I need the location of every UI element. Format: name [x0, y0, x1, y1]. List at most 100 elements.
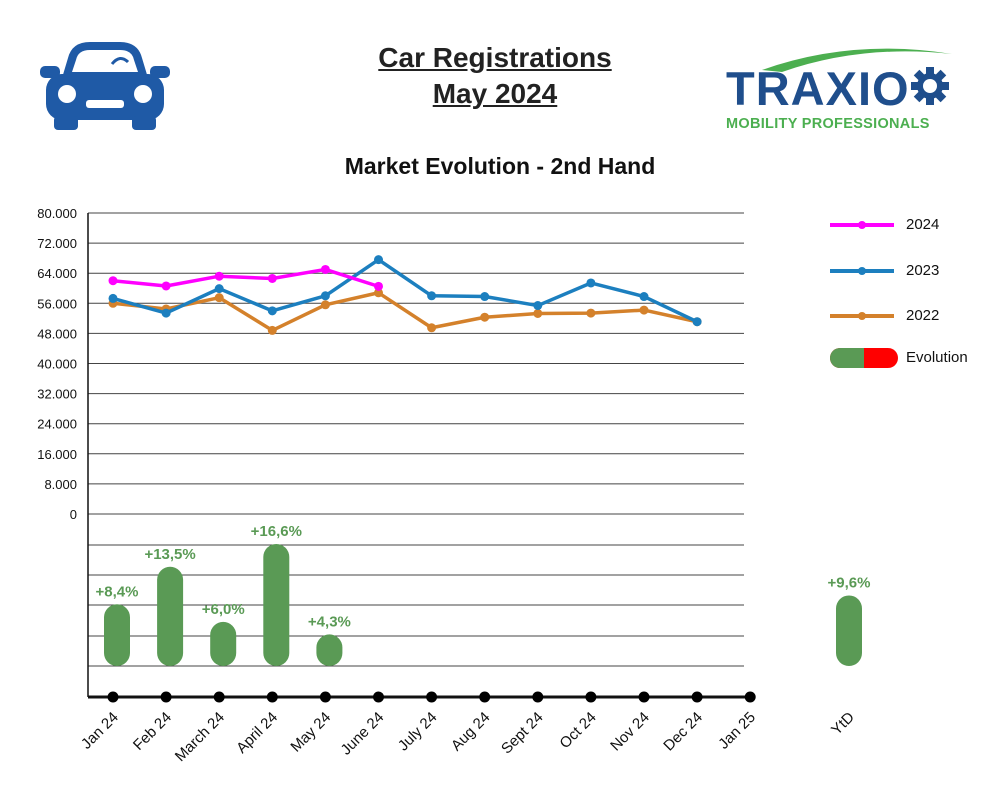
y-tick-label: 24.000 [37, 417, 77, 432]
swoosh-icon [762, 48, 952, 72]
x-tick-dot [585, 691, 597, 703]
data-point-2023 [427, 291, 437, 301]
legend-label-evolution: Evolution [906, 349, 968, 366]
x-tick-label: Jan 24 [78, 709, 122, 753]
data-point-2023 [586, 278, 596, 288]
series-line-2022 [112, 291, 698, 333]
x-tick-dot [213, 691, 225, 703]
x-tick-label: Sept 24 [498, 709, 547, 758]
data-point-2023 [320, 291, 330, 301]
data-point-2022 [374, 288, 383, 298]
data-point-2024 [108, 276, 118, 286]
legend-label-2024: 2024 [906, 216, 940, 233]
evolution-pill [157, 566, 184, 666]
title-line-1: Car Registrations [378, 42, 612, 73]
data-point-2022 [586, 308, 596, 318]
brand-name: TRAXIO [726, 62, 910, 115]
car-icon [40, 42, 170, 130]
ytd-label: YtD [828, 709, 858, 739]
x-tick-dot [319, 691, 331, 703]
legend-label-2022: 2022 [906, 307, 940, 324]
evolution-pill [104, 604, 130, 666]
gear-icon [911, 67, 949, 105]
data-point-2023 [639, 292, 649, 302]
data-point-2024 [374, 281, 383, 291]
evolution-pill-label: +13,5% [144, 546, 195, 563]
series-line-2024 [112, 267, 380, 289]
data-point-2022 [267, 325, 277, 335]
legend-pill-evolution [830, 348, 898, 368]
evolution-pill [316, 634, 343, 666]
evolution-pill-label: +8,4% [96, 583, 139, 600]
x-tick-label: Dec 24 [660, 709, 706, 755]
x-tick-label: July 24 [395, 709, 441, 755]
data-point-2022 [533, 308, 543, 318]
x-tick-label: Jan 25 [715, 709, 759, 753]
x-tick-dot [744, 691, 756, 703]
data-point-2024 [267, 273, 277, 283]
x-tick-label: Oct 24 [556, 709, 599, 752]
y-tick-label: 56.000 [37, 296, 77, 311]
legend-item-2022: 2022 [828, 304, 939, 328]
y-tick-label: 80.000 [37, 206, 77, 221]
legend-item-2024: 2024 [828, 213, 939, 237]
evolution-pill-label: +6,0% [202, 601, 245, 618]
title-line-2: May 2024 [432, 78, 558, 109]
evolution-pill [210, 621, 237, 666]
x-tick-dot [691, 691, 703, 703]
data-point-2023 [108, 293, 118, 303]
y-tick-label: 16.000 [37, 447, 77, 462]
x-tick-dot [160, 691, 172, 703]
y-tick-label: 32.000 [37, 387, 77, 402]
x-tick-dot [426, 691, 438, 703]
x-tick-label: May 24 [287, 709, 334, 756]
data-point-2024 [161, 281, 171, 291]
data-point-2022 [427, 323, 437, 333]
data-point-2024 [214, 271, 224, 281]
data-point-2022 [480, 312, 490, 322]
y-tick-label: 8.000 [44, 477, 77, 492]
brand-tagline: MOBILITY PROFESSIONALS [726, 116, 930, 132]
y-tick-label: 72.000 [37, 236, 77, 251]
data-point-2023 [692, 317, 702, 327]
data-point-2022 [214, 293, 224, 303]
legend-item-evolution: Evolution [828, 346, 968, 370]
evolution-pill [263, 543, 290, 666]
x-tick-dot [107, 691, 119, 703]
x-tick-dot [532, 691, 544, 703]
data-point-2023 [533, 301, 543, 311]
y-tick-label: 40.000 [37, 357, 77, 372]
x-tick-label: Feb 24 [130, 709, 175, 754]
evolution-pill-label: +16,6% [251, 523, 302, 540]
x-tick-dot [638, 691, 650, 703]
data-point-2022 [639, 305, 649, 315]
series-line-2023 [112, 257, 698, 324]
data-point-2023 [214, 284, 224, 294]
x-tick-label: Aug 24 [448, 709, 494, 755]
page-title: Car Registrations May 2024 [300, 40, 690, 112]
data-point-2024 [320, 264, 330, 274]
data-point-2023 [267, 306, 277, 316]
legend-label-2023: 2023 [906, 262, 940, 279]
y-tick-label: 48.000 [37, 326, 77, 341]
ytd-pill [836, 595, 862, 666]
x-tick-label: June 24 [338, 709, 388, 759]
x-tick-dot [373, 691, 384, 703]
chart-title: Market Evolution - 2nd Hand [344, 153, 656, 179]
data-point-2023 [480, 292, 490, 302]
legend-item-2023: 2023 [828, 259, 939, 283]
legend-line-2023 [830, 267, 894, 275]
x-tick-label: April 24 [233, 709, 281, 757]
evolution-pill-label: +4,3% [308, 613, 351, 630]
x-tick-label: Nov 24 [607, 709, 653, 755]
x-tick-dot [266, 691, 278, 703]
legend-line-2024 [830, 221, 894, 229]
data-point-2023 [161, 308, 171, 318]
x-tick-dot [479, 691, 491, 703]
x-tick-label: March 24 [172, 709, 228, 765]
data-point-2022 [320, 300, 330, 310]
legend-line-2022 [830, 312, 894, 320]
y-tick-label: 0 [70, 507, 77, 522]
ytd-pill-label: +9,6% [828, 574, 871, 591]
